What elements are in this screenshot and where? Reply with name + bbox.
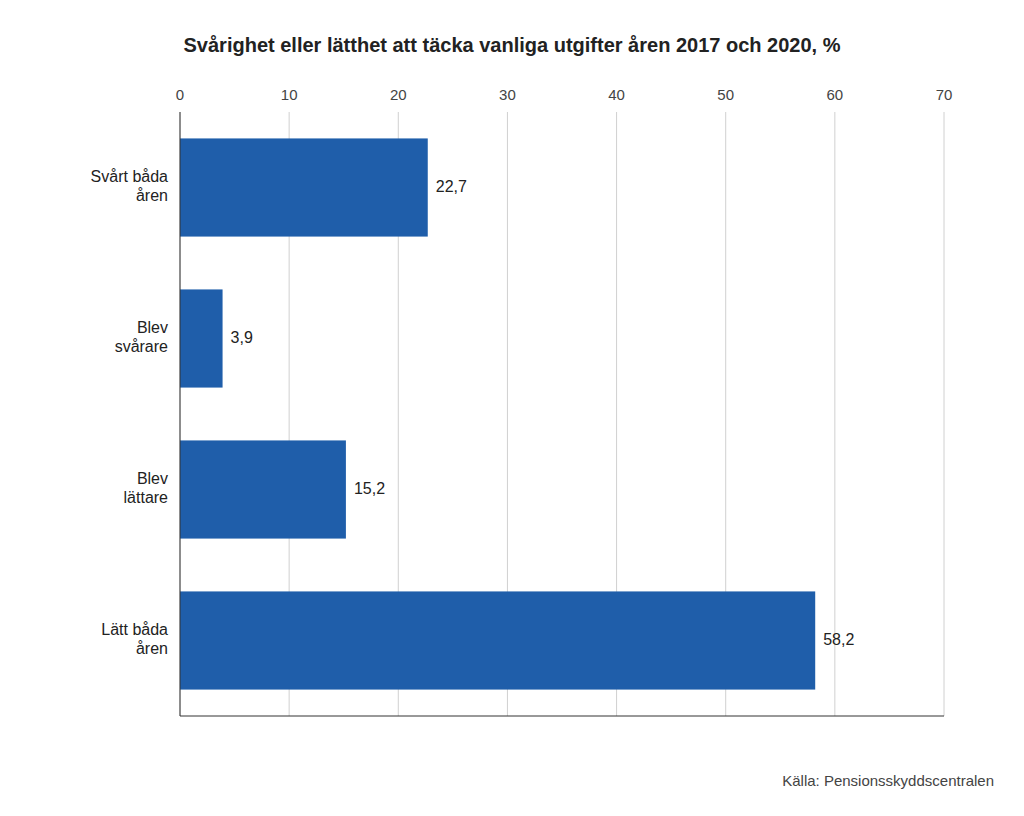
tick-label: 70 bbox=[936, 86, 953, 103]
bars bbox=[180, 138, 815, 689]
category-label: Blevlättare bbox=[124, 470, 169, 506]
chart-container: Svårighet eller lätthet att täcka vanlig… bbox=[0, 0, 1024, 816]
grid: 0 10 20 30 40 50 60 70 bbox=[176, 86, 953, 716]
tick-label: 40 bbox=[608, 86, 625, 103]
tick-label: 0 bbox=[176, 86, 184, 103]
chart: Svårighet eller lätthet att täcka vanlig… bbox=[0, 0, 1024, 816]
tick-label: 60 bbox=[827, 86, 844, 103]
data-label: 15,2 bbox=[354, 480, 385, 497]
data-label: 58,2 bbox=[823, 631, 854, 648]
bar bbox=[180, 591, 815, 689]
x-axis-line bbox=[180, 716, 944, 717]
grid-line bbox=[180, 112, 181, 716]
y-axis-line bbox=[180, 112, 181, 716]
tick-label: 10 bbox=[281, 86, 298, 103]
data-label: 3,9 bbox=[231, 329, 253, 346]
tick-label: 20 bbox=[390, 86, 407, 103]
grid-line bbox=[834, 112, 835, 716]
category-label: Svårt bådaåren bbox=[91, 168, 168, 204]
bar bbox=[180, 289, 223, 387]
annotation: Källa: Pensionsskyddscentralen bbox=[782, 772, 994, 789]
bar bbox=[180, 440, 346, 538]
data-label: 22,7 bbox=[436, 178, 467, 195]
grid-line bbox=[944, 112, 945, 716]
category-label: Lätt bådaåren bbox=[101, 621, 168, 657]
category-label: Blevsvårare bbox=[115, 319, 168, 355]
tick-label: 30 bbox=[499, 86, 516, 103]
tick-label: 50 bbox=[717, 86, 734, 103]
title: Svårighet eller lätthet att täcka vanlig… bbox=[184, 34, 841, 56]
bar bbox=[180, 138, 428, 236]
